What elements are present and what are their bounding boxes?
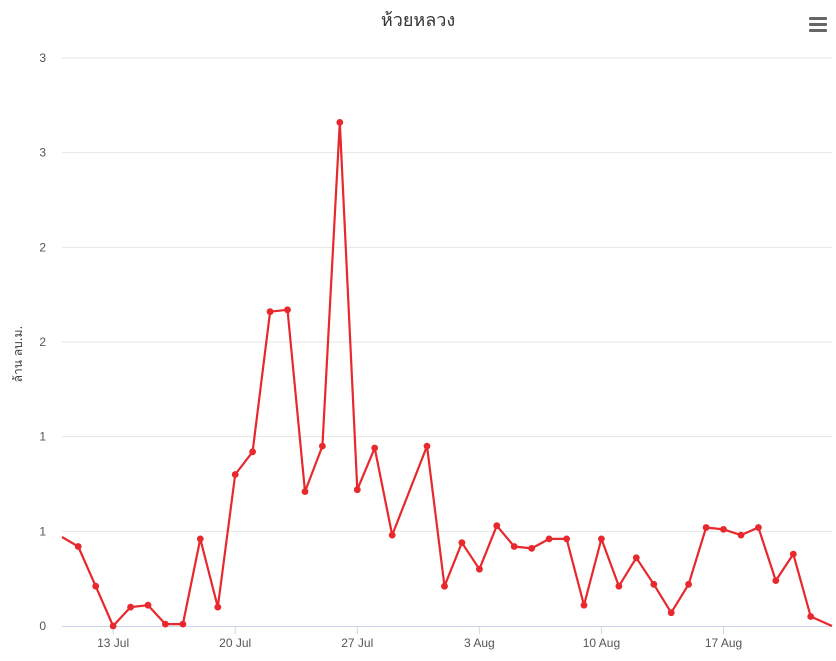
y-axis-label: ล้าน ลบ.ม. bbox=[11, 326, 25, 383]
gridlines bbox=[62, 57, 832, 532]
x-tick-label: 27 Jul bbox=[341, 636, 373, 650]
x-tick-label: 3 Aug bbox=[464, 636, 495, 650]
data-point bbox=[685, 580, 692, 588]
data-point bbox=[615, 582, 623, 590]
data-point bbox=[772, 577, 780, 584]
data-point bbox=[789, 550, 797, 558]
x-tick-label: 20 Jul bbox=[219, 636, 251, 650]
data-point bbox=[528, 545, 536, 552]
x-axis: 13 Jul 20 Jul 27 Jul 3 Aug 10 Aug 17 Aug bbox=[62, 626, 832, 650]
data-point bbox=[144, 601, 152, 609]
data-point bbox=[510, 543, 518, 550]
data-point bbox=[92, 582, 100, 590]
y-tick-label: 3 bbox=[39, 146, 46, 160]
data-point bbox=[231, 471, 239, 478]
menu-button[interactable] bbox=[809, 17, 827, 32]
data-point bbox=[563, 535, 570, 543]
series-path bbox=[61, 121, 833, 628]
data-point bbox=[109, 622, 117, 630]
data-point bbox=[720, 526, 727, 533]
data-point bbox=[284, 306, 291, 314]
x-tick-label: 17 Aug bbox=[705, 636, 742, 650]
data-point bbox=[580, 601, 588, 609]
hamburger-menu-icon bbox=[809, 17, 827, 32]
chart-title: ห้วยหลวง bbox=[381, 10, 455, 31]
data-point bbox=[667, 609, 675, 617]
y-tick-label: 1 bbox=[39, 430, 46, 444]
x-tick-label: 13 Jul bbox=[97, 636, 129, 650]
series-line bbox=[61, 119, 833, 630]
data-point bbox=[249, 448, 256, 456]
data-point bbox=[755, 524, 762, 531]
data-point bbox=[545, 535, 553, 543]
data-point bbox=[214, 603, 222, 611]
y-tick-label: 3 bbox=[39, 51, 46, 65]
data-point bbox=[598, 535, 605, 543]
y-tick-label: 2 bbox=[39, 335, 46, 349]
y-tick-label: 1 bbox=[39, 524, 46, 538]
data-point bbox=[301, 488, 309, 495]
data-point bbox=[493, 522, 501, 530]
data-point bbox=[388, 531, 396, 539]
data-point bbox=[179, 620, 187, 628]
y-tick-label: 2 bbox=[39, 240, 46, 254]
data-point bbox=[74, 543, 82, 550]
data-point bbox=[162, 620, 169, 628]
data-point bbox=[807, 613, 815, 620]
data-point bbox=[737, 531, 745, 539]
data-point bbox=[476, 565, 483, 573]
data-point bbox=[266, 308, 274, 316]
data-point bbox=[441, 582, 448, 590]
x-tick-label: 10 Aug bbox=[583, 636, 620, 650]
y-tick-label: 0 bbox=[39, 619, 46, 633]
data-point bbox=[458, 539, 466, 547]
data-point bbox=[127, 603, 134, 611]
data-point bbox=[319, 442, 326, 450]
data-point bbox=[353, 486, 361, 494]
data-point bbox=[650, 580, 658, 588]
data-point bbox=[196, 535, 204, 543]
data-point bbox=[371, 444, 379, 452]
data-point bbox=[423, 442, 431, 450]
data-point bbox=[336, 119, 344, 126]
y-axis-ticks: 0 1 1 2 2 3 3 bbox=[39, 51, 46, 633]
data-point bbox=[702, 524, 710, 531]
data-point bbox=[632, 554, 640, 562]
